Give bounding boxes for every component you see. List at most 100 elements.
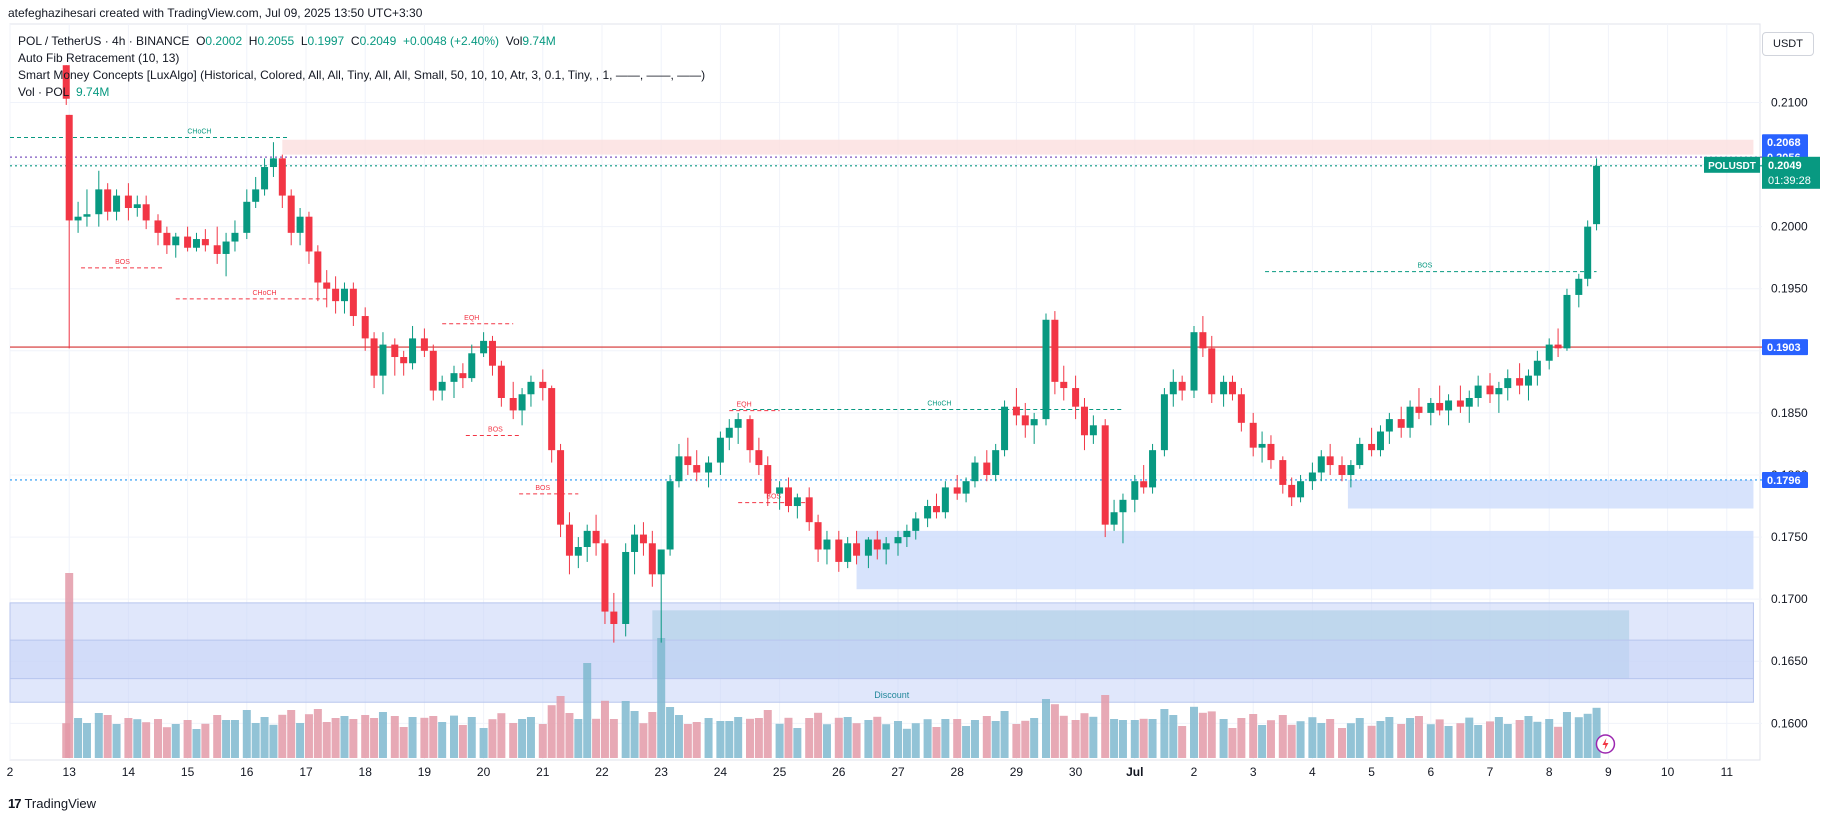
candle[interactable] (853, 530, 861, 565)
candle[interactable] (983, 450, 991, 482)
candle[interactable] (1279, 456, 1287, 494)
candle[interactable] (648, 530, 656, 587)
candle[interactable] (184, 226, 192, 252)
candle[interactable] (1474, 375, 1482, 407)
candle[interactable] (231, 220, 239, 252)
candle[interactable] (631, 524, 639, 575)
candle[interactable] (1220, 375, 1228, 407)
candle[interactable] (527, 375, 535, 407)
candle[interactable] (1178, 375, 1186, 401)
candle[interactable] (912, 512, 920, 540)
candle[interactable] (429, 344, 437, 401)
candle[interactable] (1415, 388, 1423, 420)
candle[interactable] (361, 307, 369, 351)
candle[interactable] (1267, 435, 1275, 469)
candle[interactable] (1072, 375, 1080, 420)
candle[interactable] (755, 437, 763, 475)
candle[interactable] (1012, 388, 1020, 426)
candle[interactable] (864, 537, 872, 569)
candle[interactable] (903, 524, 911, 548)
candle[interactable] (192, 232, 200, 252)
candle[interactable] (734, 412, 742, 444)
candle[interactable] (213, 226, 221, 264)
candle[interactable] (323, 270, 331, 308)
candle[interactable] (349, 282, 357, 326)
candle[interactable] (459, 363, 467, 389)
candle[interactable] (565, 512, 573, 575)
candle[interactable] (1465, 390, 1473, 423)
candle[interactable] (488, 335, 496, 376)
candle[interactable] (62, 65, 70, 105)
candle[interactable] (74, 201, 82, 233)
candle[interactable] (163, 226, 171, 254)
candle[interactable] (509, 381, 517, 420)
currency-selector[interactable]: USDT (1762, 32, 1814, 56)
candle[interactable] (1297, 474, 1305, 503)
candle[interactable] (873, 530, 881, 560)
candle[interactable] (133, 195, 141, 217)
candle[interactable] (1199, 316, 1207, 358)
candle[interactable] (1140, 465, 1148, 494)
candle[interactable] (1533, 350, 1541, 386)
candle[interactable] (657, 549, 665, 643)
candle[interactable] (1228, 375, 1236, 401)
candle[interactable] (1288, 477, 1296, 507)
candle[interactable] (340, 282, 348, 314)
candle[interactable] (1347, 460, 1355, 488)
candle[interactable] (65, 114, 73, 349)
legend-indicator-fib[interactable]: Auto Fib Retracement (10, 13) (18, 51, 180, 65)
candle[interactable] (1208, 335, 1216, 403)
candle[interactable] (805, 487, 813, 531)
candle[interactable] (639, 522, 647, 556)
candle[interactable] (95, 170, 103, 227)
candle[interactable] (1051, 311, 1059, 395)
candle[interactable] (666, 474, 674, 556)
candle[interactable] (675, 443, 683, 488)
candle[interactable] (1237, 388, 1245, 432)
candle[interactable] (583, 524, 591, 562)
candle[interactable] (1456, 385, 1464, 413)
candle[interactable] (222, 232, 230, 277)
candle[interactable] (1030, 412, 1038, 444)
candle[interactable] (1584, 220, 1592, 287)
candle[interactable] (1110, 499, 1118, 531)
candle[interactable] (172, 232, 180, 258)
candle[interactable] (269, 142, 277, 177)
candle[interactable] (296, 208, 304, 246)
candle[interactable] (1563, 288, 1571, 351)
candle[interactable] (438, 375, 446, 401)
tradingview-logo[interactable]: 17 TradingView (8, 796, 96, 811)
legend-indicator-vol[interactable]: Vol · POL 9.74M (18, 85, 109, 99)
candle[interactable] (1089, 415, 1097, 444)
candle[interactable] (1524, 369, 1532, 401)
candle[interactable] (480, 332, 488, 358)
candle[interactable] (518, 388, 526, 426)
candle[interactable] (1160, 388, 1168, 457)
candle[interactable] (370, 332, 378, 389)
candle[interactable] (539, 369, 547, 401)
candle[interactable] (1376, 425, 1384, 457)
candle[interactable] (814, 514, 822, 562)
candle[interactable] (924, 499, 932, 528)
candle[interactable] (601, 539, 609, 624)
candle[interactable] (142, 195, 150, 230)
legend-ohlc[interactable]: POL / TetherUS · 4h · BINANCE O0.2002 H0… (18, 34, 556, 48)
candle[interactable] (1368, 427, 1376, 457)
candle[interactable] (305, 211, 313, 264)
candle[interactable] (725, 419, 733, 451)
candle[interactable] (1427, 397, 1435, 426)
candle[interactable] (784, 477, 792, 513)
candle[interactable] (1554, 328, 1562, 358)
candle[interactable] (1486, 373, 1494, 403)
candle[interactable] (1545, 338, 1553, 370)
candle[interactable] (243, 189, 251, 240)
legend-indicator-smc[interactable]: Smart Money Concepts [LuxAlgo] (Historic… (18, 68, 706, 82)
candle[interactable] (574, 537, 582, 569)
candle[interactable] (391, 338, 399, 376)
candle[interactable] (1060, 365, 1068, 401)
candle[interactable] (941, 481, 949, 519)
candle[interactable] (894, 530, 902, 556)
candle[interactable] (1338, 456, 1346, 482)
candle[interactable] (693, 450, 701, 482)
